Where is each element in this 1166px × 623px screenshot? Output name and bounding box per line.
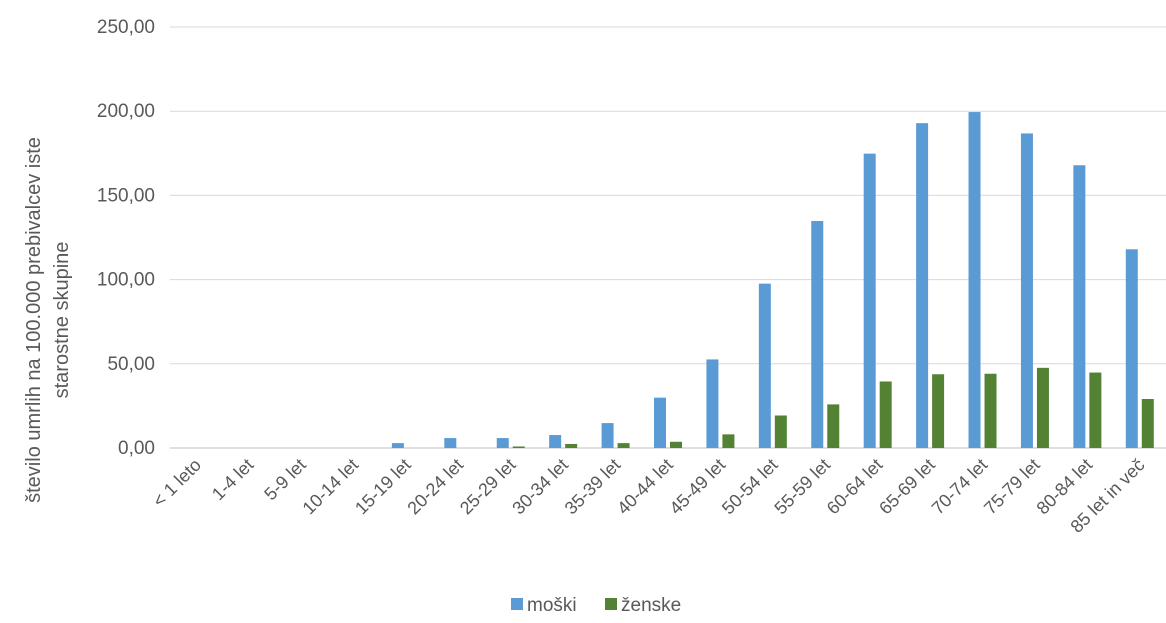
legend-label: ženske bbox=[621, 595, 681, 616]
bar-moski bbox=[916, 123, 929, 448]
x-tick-label: 5-9 let bbox=[260, 455, 310, 505]
x-tick-label: 45-49 let bbox=[666, 455, 730, 519]
bar-moski bbox=[1073, 165, 1086, 448]
y-axis-title-line-2: starostne skupine bbox=[51, 242, 73, 399]
bar-zenske bbox=[932, 374, 945, 448]
x-tick-label: 50-54 let bbox=[718, 455, 782, 519]
bar-zenske bbox=[879, 381, 892, 448]
x-tick-label: 75-79 let bbox=[980, 455, 1044, 519]
legend-swatch bbox=[605, 598, 617, 610]
bar-moski bbox=[968, 112, 981, 449]
bar-zenske bbox=[1089, 372, 1102, 448]
y-tick-label: 250,00 bbox=[97, 17, 155, 38]
bar-zenske bbox=[670, 441, 682, 448]
bar-zenske bbox=[617, 443, 630, 448]
x-tick-label: 55-59 let bbox=[770, 455, 834, 519]
bar-zenske bbox=[984, 373, 997, 448]
y-axis-ticks: 0,00 50,00 100,00 150,00 200,00 250,00 bbox=[97, 17, 155, 459]
x-tick-label: 40-44 let bbox=[613, 455, 677, 519]
bar-moski bbox=[863, 153, 876, 449]
bar-moski bbox=[444, 438, 457, 448]
bar-moski bbox=[811, 220, 824, 448]
y-tick-label: 50,00 bbox=[107, 354, 155, 375]
bar-moski bbox=[601, 423, 614, 448]
x-tick-label: 35-39 let bbox=[561, 455, 625, 519]
legend-swatch bbox=[511, 598, 523, 610]
bar-zenske bbox=[827, 404, 840, 448]
bar-zenske bbox=[512, 446, 525, 448]
y-tick-label: 100,00 bbox=[97, 270, 155, 291]
x-tick-label: 15-19 let bbox=[351, 455, 415, 519]
y-axis-title-line-1: število umrlih na 100.000 prebivalcev is… bbox=[23, 137, 45, 503]
x-tick-label: 25-29 let bbox=[456, 455, 520, 519]
y-tick-label: 0,00 bbox=[118, 438, 155, 459]
y-tick-label: 150,00 bbox=[97, 185, 155, 206]
legend-label: moški bbox=[527, 595, 577, 616]
bar-zenske bbox=[1141, 398, 1154, 448]
legend: moški ženske bbox=[511, 595, 681, 616]
bar-moski bbox=[1020, 133, 1033, 448]
x-tick-label: 65-69 let bbox=[875, 455, 939, 519]
bars bbox=[391, 112, 1154, 449]
bar-moski bbox=[549, 435, 562, 448]
x-tick-label: 60-64 let bbox=[823, 455, 887, 519]
gridlines bbox=[170, 26, 1166, 449]
bar-moski bbox=[758, 283, 771, 448]
bar-moski bbox=[654, 397, 666, 448]
bar-moski bbox=[706, 359, 719, 448]
x-tick-label: < 1 leto bbox=[149, 455, 205, 511]
x-tick-label: 10-14 let bbox=[299, 455, 363, 519]
x-tick-label: 20-24 let bbox=[403, 455, 467, 519]
bar-moski bbox=[391, 443, 404, 448]
x-tick-label: 1-4 let bbox=[208, 455, 258, 505]
x-tick-label: 70-74 let bbox=[928, 455, 992, 519]
bar-moski bbox=[1125, 249, 1138, 448]
bar-zenske bbox=[565, 443, 578, 448]
x-tick-label: 30-34 let bbox=[508, 455, 572, 519]
bar-zenske bbox=[722, 434, 735, 448]
bar-moski bbox=[496, 438, 509, 448]
bar-zenske bbox=[774, 415, 787, 448]
y-tick-label: 200,00 bbox=[97, 101, 155, 122]
bar-zenske bbox=[1036, 367, 1049, 448]
